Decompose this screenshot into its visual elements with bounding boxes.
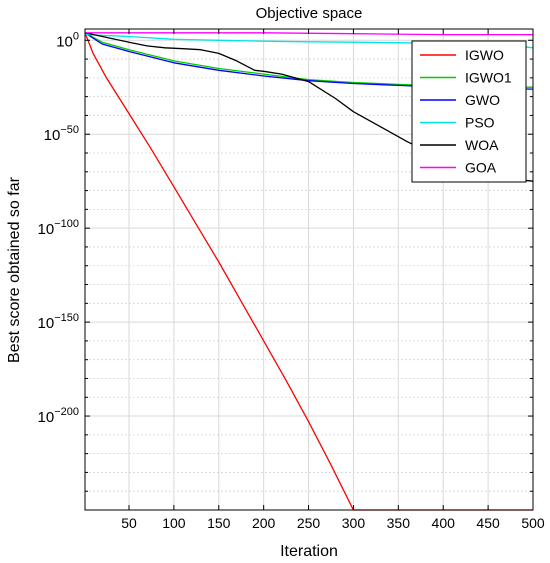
x-axis: 50 100 150 200 250 300 350 400 450 500 (121, 29, 545, 531)
y-tick-label: 10−100 (38, 218, 79, 238)
x-tick-label: 250 (297, 515, 321, 531)
y-tick-label: 100 (56, 30, 79, 50)
x-tick-label: 200 (252, 515, 276, 531)
y-axis-label: Best score obtained so far (6, 176, 23, 363)
x-tick-label: 450 (476, 515, 500, 531)
legend-label: WOA (465, 137, 499, 153)
legend: IGWO IGWO1 GWO PSO WOA GOA (411, 40, 527, 183)
x-tick-label: 350 (387, 515, 411, 531)
y-tick-label: 10−50 (44, 124, 79, 144)
x-axis-label: Iteration (280, 543, 338, 560)
legend-label: PSO (465, 115, 495, 131)
y-tick-label: 10−150 (38, 312, 79, 332)
x-tick-label: 500 (521, 515, 545, 531)
chart-title: Objective space (256, 5, 363, 22)
y-axis: 100 10−50 10−100 10−150 10−200 (38, 30, 533, 492)
y-tick-label: 10−200 (38, 406, 79, 426)
legend-label: IGWO (465, 47, 504, 63)
legend-label: GOA (465, 160, 497, 176)
x-tick-label: 300 (342, 515, 366, 531)
legend-label: GWO (465, 92, 500, 108)
x-tick-label: 50 (121, 515, 137, 531)
legend-box (411, 40, 527, 183)
x-tick-label: 100 (162, 515, 186, 531)
legend-label: IGWO1 (465, 70, 512, 86)
x-tick-label: 400 (432, 515, 456, 531)
x-tick-label: 150 (207, 515, 231, 531)
